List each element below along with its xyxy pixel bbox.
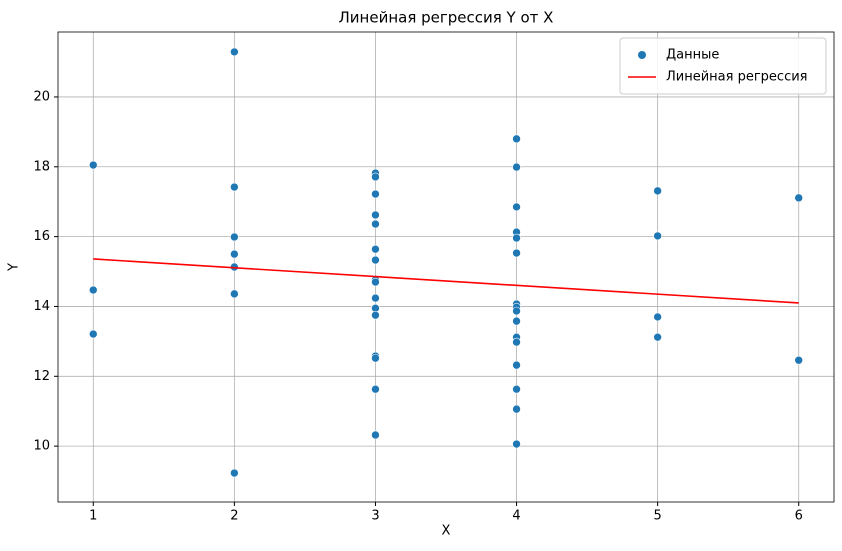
scatter-point	[371, 244, 380, 254]
x-tick-label: 1	[89, 509, 97, 524]
regression-line	[93, 258, 799, 304]
scatter-point	[512, 316, 521, 326]
scatter-point	[371, 293, 380, 303]
scatter-point	[512, 233, 521, 243]
scatter-point	[653, 332, 662, 342]
scatter-point	[371, 430, 380, 440]
x-tick-label: 3	[371, 509, 379, 524]
scatter-point	[371, 384, 380, 394]
scatter-point	[371, 210, 380, 220]
scatter-point	[512, 360, 521, 370]
scatter-point	[88, 329, 98, 339]
scatter-point	[371, 172, 380, 182]
scatter-point	[88, 160, 98, 170]
y-axis-label: Y	[7, 263, 22, 272]
plot-frame	[57, 31, 835, 503]
legend-box	[619, 37, 827, 95]
scatter-point	[512, 162, 521, 172]
scatter-point	[512, 306, 521, 316]
legend-label: Линейная регрессия	[666, 70, 807, 85]
scatter-point	[371, 310, 380, 320]
scatter-point	[230, 249, 239, 259]
chart-title: Линейная регрессия Y от X	[339, 9, 554, 27]
scatter-point	[88, 285, 98, 295]
scatter-point	[230, 232, 239, 242]
x-tick-label: 5	[653, 509, 661, 524]
scatter-point	[653, 231, 662, 241]
scatter-point	[512, 202, 521, 212]
scatter-point	[512, 248, 521, 258]
legend-swatch	[638, 51, 646, 59]
scatter-point	[371, 219, 380, 229]
scatter-point	[371, 255, 380, 265]
scatter-point	[794, 355, 804, 365]
scatter-point	[371, 353, 380, 363]
scatter-point	[512, 384, 521, 394]
legend-label: Данные	[666, 48, 719, 63]
y-tick-label: 16	[33, 229, 50, 244]
scatter-point	[653, 312, 662, 322]
scatter-point	[230, 289, 239, 299]
x-tick-label: 4	[512, 509, 520, 524]
scatter-point	[794, 193, 804, 203]
x-axis-label: X	[442, 524, 451, 539]
scatter-point	[653, 186, 662, 196]
scatter-point	[371, 277, 380, 287]
scatter-point	[230, 468, 239, 478]
y-tick-label: 12	[33, 369, 50, 384]
scatter-point	[512, 337, 521, 347]
scatter-point	[512, 404, 521, 414]
y-tick-label: 10	[33, 439, 50, 454]
scatter-point	[230, 47, 239, 57]
y-tick-label: 14	[33, 299, 50, 314]
scatter-point	[371, 189, 380, 199]
scatter-point	[230, 182, 239, 192]
x-tick-label: 6	[795, 509, 803, 524]
y-tick-label: 18	[33, 159, 50, 174]
x-tick-label: 2	[230, 509, 238, 524]
scatter-point	[512, 439, 521, 449]
y-tick-label: 20	[33, 89, 50, 104]
scatter-point	[512, 134, 521, 144]
